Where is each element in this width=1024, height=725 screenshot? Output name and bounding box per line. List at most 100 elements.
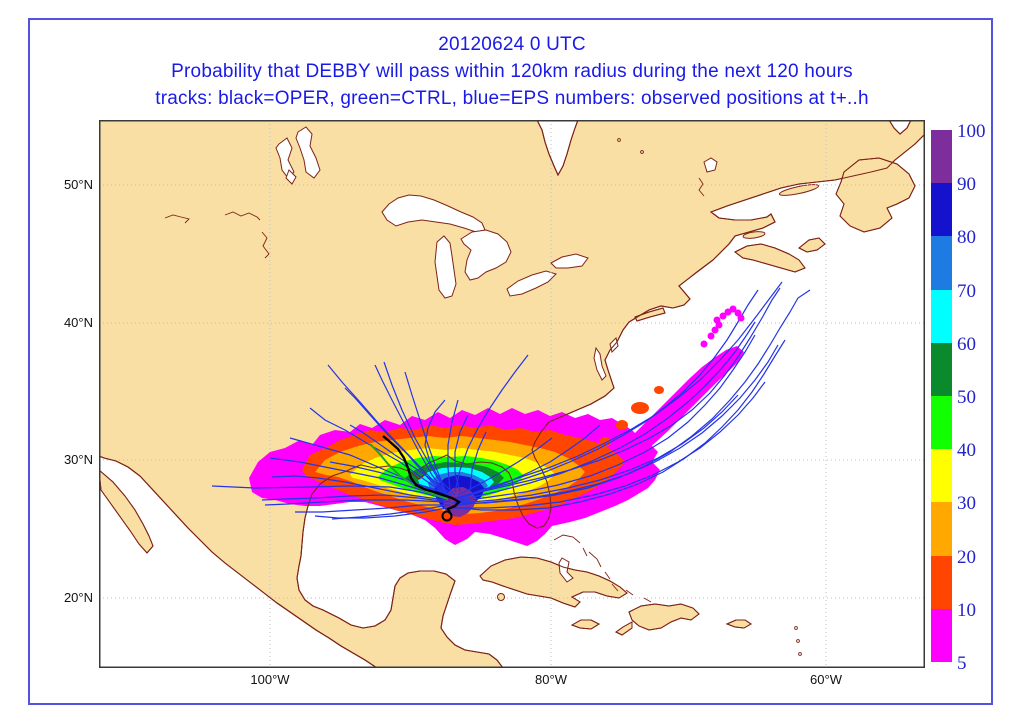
- contour-patch-level-10: [616, 420, 628, 430]
- eps-track: [449, 339, 786, 511]
- lake: [593, 346, 607, 381]
- colorbar-tick-label: 90: [957, 174, 976, 196]
- river-or-islet: [625, 589, 634, 596]
- contour-patch-level-10: [631, 402, 649, 414]
- colorbar-segment: [931, 289, 952, 343]
- coastline: [99, 469, 154, 554]
- observed-position-dot: [729, 305, 737, 313]
- eps-track: [447, 399, 459, 491]
- colorbar-segment: [931, 395, 952, 450]
- map-frame: [99, 120, 925, 668]
- lat-tick-label: 50°N: [63, 177, 93, 192]
- contour-patch-level-10: [654, 386, 664, 394]
- island: [742, 231, 766, 239]
- lake: [703, 157, 718, 173]
- river-or-islet: [588, 551, 602, 568]
- eps-track: [459, 321, 756, 501]
- colorbar-tick-label: 5: [957, 653, 967, 674]
- island: [497, 593, 505, 601]
- colorbar-tick-label: 50: [957, 387, 976, 408]
- colorbar-tick-label: 80: [957, 227, 976, 249]
- eps-track: [289, 437, 451, 499]
- lon-tick-label: 60°W: [810, 672, 842, 687]
- colorbar-segment: [931, 236, 952, 290]
- observed-position-dot: [700, 340, 708, 348]
- colorbar-segment: [931, 342, 952, 396]
- colorbar-tick-label: 20: [957, 546, 976, 568]
- eps-track: [452, 289, 811, 504]
- observed-position-dot: [719, 312, 727, 320]
- island: [778, 184, 820, 196]
- colorbar-tick-label: 10: [957, 599, 976, 621]
- probability-contours: [249, 346, 744, 546]
- eps-track: [295, 504, 450, 513]
- coastline: [835, 157, 916, 233]
- map-canvas: [99, 120, 925, 668]
- eps-track: [461, 424, 601, 498]
- colorbar-segment: [931, 502, 952, 556]
- river-or-islet: [553, 534, 581, 544]
- eps-track: [344, 387, 449, 498]
- figure-border: [28, 18, 993, 705]
- eps-track: [374, 364, 449, 497]
- analysis-position-marker: [441, 510, 453, 522]
- observed-position-dot: [707, 332, 715, 340]
- lake: [550, 253, 589, 269]
- eps-track: [329, 461, 453, 496]
- coastline: [570, 619, 601, 630]
- observed-position-dot: [713, 316, 721, 324]
- eps-track: [454, 344, 779, 506]
- map-plot-area: [99, 120, 925, 668]
- eps-track: [404, 371, 448, 496]
- colorbar-segment: [931, 183, 952, 237]
- title-date: 20120624 0 UTC: [438, 34, 586, 55]
- eps-track: [314, 506, 453, 519]
- eps-track: [269, 457, 451, 501]
- coastline: [628, 603, 700, 631]
- ctrl-track: [369, 443, 449, 500]
- colorbar-segment: [931, 449, 952, 503]
- eps-track: [424, 399, 456, 496]
- lake: [434, 235, 457, 299]
- coastline: [99, 120, 925, 668]
- coastline: [798, 237, 826, 253]
- islet: [798, 652, 802, 656]
- eps-track: [211, 485, 451, 501]
- islet: [796, 639, 800, 643]
- lake: [506, 270, 557, 297]
- eps-track: [264, 499, 447, 506]
- eps-track: [383, 361, 448, 495]
- eps-track: [457, 437, 553, 496]
- river-or-islet: [604, 571, 611, 580]
- land-layer: [99, 120, 925, 668]
- island: [570, 619, 601, 630]
- eps-track: [452, 381, 766, 509]
- eps-track: [327, 364, 449, 497]
- coastline: [479, 556, 628, 608]
- lake: [285, 169, 297, 185]
- observed-position-dot: [737, 314, 745, 322]
- river-or-islet: [643, 597, 652, 603]
- lake: [381, 194, 486, 233]
- colorbar-tick-label: 30: [957, 493, 976, 515]
- lake: [460, 229, 512, 281]
- eps-track: [454, 289, 759, 499]
- observed-positions: [700, 305, 745, 348]
- eps-track: [454, 414, 469, 493]
- colorbar-segment: [931, 130, 952, 184]
- islet: [617, 138, 621, 142]
- river-or-islet: [164, 214, 190, 224]
- coastline: [725, 619, 752, 629]
- river-or-islet: [582, 547, 588, 557]
- coastline: [734, 243, 806, 273]
- river-or-islet: [261, 231, 270, 259]
- eps-track: [271, 475, 446, 501]
- eps-track: [331, 504, 449, 520]
- eps-track: [457, 394, 739, 504]
- islet: [794, 626, 798, 630]
- colorbar-tick-label: 70: [957, 280, 976, 302]
- oper-track: [382, 435, 461, 514]
- title-main: Probability that DEBBY will pass within …: [171, 61, 853, 82]
- lat-tick-label: 40°N: [63, 315, 93, 330]
